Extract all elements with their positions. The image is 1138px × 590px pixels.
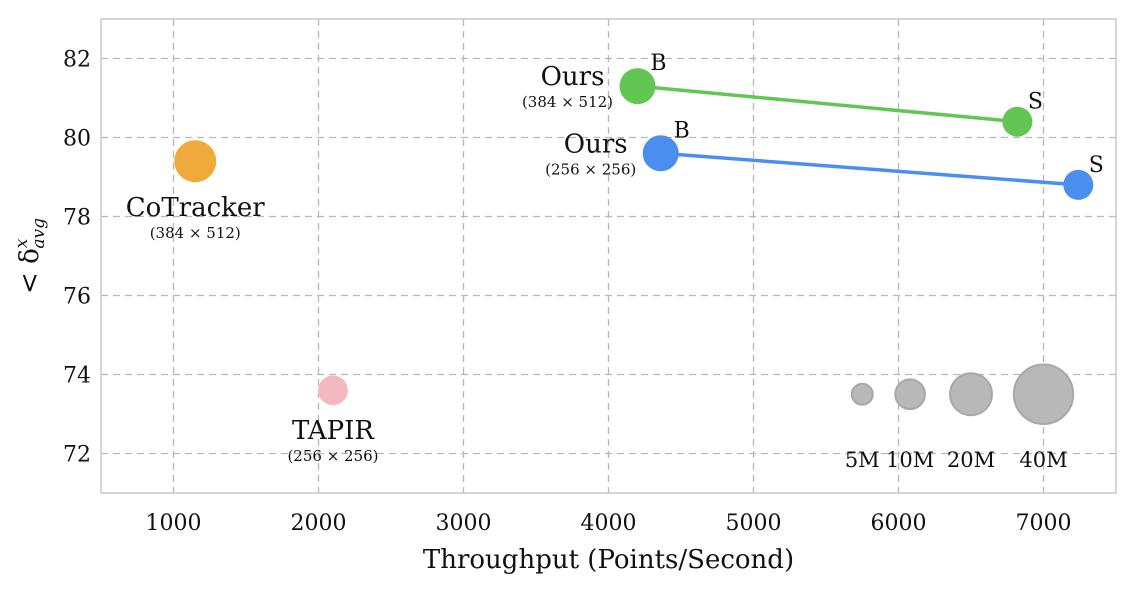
ours-384-variant-label-S: S: [1028, 90, 1043, 115]
ours-384-point-S: [1002, 106, 1033, 137]
size-legend-marker: [1012, 363, 1075, 425]
ours-256-label: Ours: [564, 129, 628, 159]
ours-256-variant-label-S: S: [1089, 153, 1104, 178]
series-lines: [637, 84, 1079, 187]
ours-384-sublabel: (384 × 512): [522, 93, 613, 111]
x-axis-label: Throughput (Points/Second): [423, 545, 794, 575]
y-tick-label: 72: [63, 443, 91, 468]
size-legend: 5M 10M 20M 40M: [845, 363, 1075, 472]
data-points: CoTracker(384 × 512)TAPIR(256 × 256)BSOu…: [126, 51, 1104, 465]
tapir-label: TAPIR: [292, 416, 375, 446]
grid: [101, 19, 1116, 493]
ours-256-variant-label-B: B: [674, 118, 690, 143]
size-legend-label: 20M: [947, 448, 995, 472]
y-axis-label-sup: x: [12, 238, 32, 248]
ours-256-point-B: [642, 135, 679, 172]
y-tick-label: 78: [63, 206, 91, 231]
y-tick-label: 76: [63, 285, 91, 310]
tapir-point: [318, 375, 348, 406]
tick-labels: 1000 2000 3000 4000 5000 6000 7000 72 74 76 78 80 82: [63, 48, 1072, 537]
x-tick-label: 4000: [581, 511, 637, 536]
size-legend-label: 5M: [845, 448, 880, 472]
x-tick-label: 1000: [146, 511, 202, 536]
x-tick-label: 7000: [1016, 511, 1072, 536]
y-axis-label: < δxavg: [12, 218, 49, 294]
ours-384-label: Ours: [541, 62, 605, 92]
cotracker-point: [174, 140, 217, 183]
x-tick-label: 3000: [436, 511, 492, 536]
ours-256-sublabel: (256 × 256): [545, 160, 636, 178]
cotracker-label: CoTracker: [126, 193, 266, 223]
ours-256-point-S: [1063, 169, 1094, 200]
size-legend-marker: [850, 382, 874, 406]
y-tick-label: 80: [63, 127, 91, 152]
x-tick-label: 2000: [291, 511, 347, 536]
y-tick-label: 82: [63, 48, 91, 73]
ours-256-line: [660, 151, 1079, 187]
size-legend-marker: [894, 378, 926, 411]
x-tick-label: 6000: [871, 511, 927, 536]
tapir-sublabel: (256 × 256): [287, 447, 378, 465]
size-legend-label: 40M: [1019, 448, 1067, 472]
y-tick-label: 74: [63, 364, 91, 389]
ours-384-line: [637, 84, 1018, 124]
ours-384-variant-label-B: B: [650, 51, 666, 76]
plot-frame: [100, 18, 1117, 494]
y-axis-label-sub: avg: [29, 218, 49, 249]
y-axis-label-main: < δ: [15, 248, 45, 294]
x-tick-label: 5000: [726, 511, 782, 536]
ours-384-point-B: [619, 68, 656, 105]
cotracker-sublabel: (384 × 512): [150, 224, 241, 242]
size-legend-label: 10M: [886, 448, 934, 472]
size-legend-marker: [949, 372, 993, 417]
